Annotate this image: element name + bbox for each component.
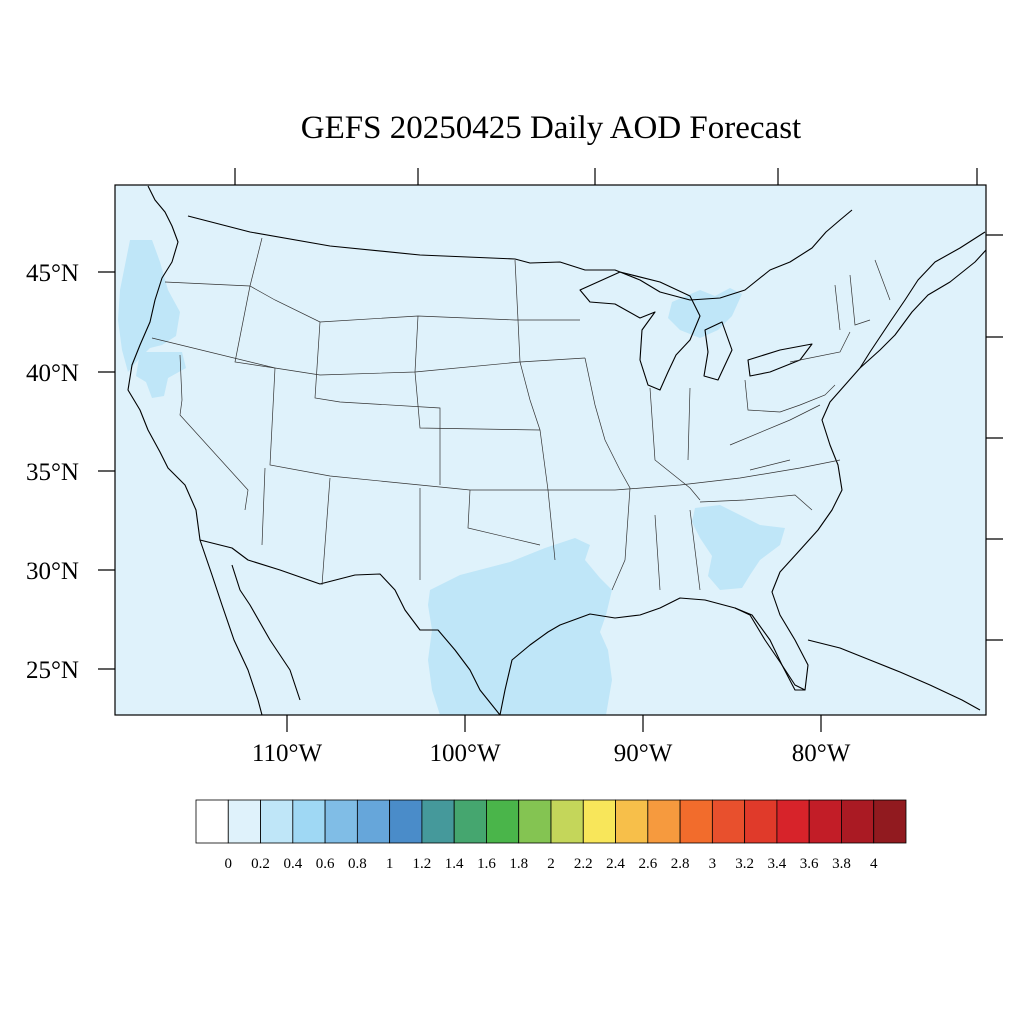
colorbar-swatch (873, 799, 907, 844)
map-title: GEFS 20250425 Daily AOD Forecast (300, 110, 802, 146)
colorbar-label: 1.6 (477, 856, 496, 872)
florida (734, 607, 805, 691)
colorbar-label: 3.8 (832, 856, 851, 872)
lat-label: 45°N (26, 260, 79, 287)
colorbar-label: 1.8 (509, 856, 528, 872)
colorbar-swatch (324, 799, 358, 844)
colorbar-swatch (550, 799, 584, 844)
plume-pacific-northwest (118, 240, 180, 372)
state-boundaries (151, 237, 891, 591)
colorbar-swatch (744, 799, 778, 844)
lat-label: 25°N (26, 657, 79, 684)
colorbar-swatch (808, 799, 842, 844)
colorbar-labels: 0 0.2 0.4 0.6 0.8 1 1.2 1.4 1.6 1.8 2 2.2 2.4 2.6 2.8 3… (225, 856, 878, 872)
colorbar-label: 3.6 (800, 856, 819, 872)
colorbar-swatch (647, 799, 681, 844)
colorbar-swatch (421, 799, 455, 844)
maine-coast (859, 249, 986, 369)
top-ticks (234, 168, 978, 185)
colorbar-swatch (292, 799, 326, 844)
colorbar-swatch (486, 799, 520, 844)
lat-label: 35°N (26, 459, 79, 486)
plume-south-texas (428, 538, 612, 715)
colorbar-swatch (841, 799, 875, 844)
colorbar-label: 2 (547, 856, 555, 872)
colorbar (195, 799, 907, 844)
lat-label: 30°N (26, 558, 79, 585)
colorbar-swatch (227, 799, 261, 844)
colorbar-swatch (679, 799, 713, 844)
colorbar-swatch (389, 799, 423, 844)
colorbar-label: 0.8 (348, 856, 367, 872)
left-ticks (98, 271, 115, 670)
colorbar-label: 1.2 (413, 856, 432, 872)
colorbar-label: 0.2 (251, 856, 270, 872)
colorbar-label: 2.6 (638, 856, 657, 872)
colorbar-label: 3.4 (768, 856, 787, 872)
colorbar-swatch (776, 799, 810, 844)
us-outline (127, 185, 986, 715)
colorbar-swatch (615, 799, 649, 844)
colorbar-swatch (453, 799, 487, 844)
lon-label: 80°W (792, 740, 851, 767)
cuba (807, 639, 981, 711)
colorbar-swatch (518, 799, 552, 844)
lon-label: 90°W (614, 740, 673, 767)
colorbar-label: 2.4 (606, 856, 625, 872)
colorbar-label: 1.4 (445, 856, 464, 872)
bottom-ticks (286, 715, 822, 732)
plume-northern-california (136, 352, 186, 398)
colorbar-label: 2.2 (574, 856, 593, 872)
colorbar-swatch (260, 799, 294, 844)
baja-california (199, 539, 301, 715)
colorbar-swatch (582, 799, 616, 844)
colorbar-label: 1 (386, 856, 394, 872)
colorbar-label: 0.4 (283, 856, 302, 872)
canada-border (187, 209, 853, 301)
lon-label: 110°W (252, 740, 323, 767)
colorbar-label: 0 (225, 856, 233, 872)
colorbar-label: 3.2 (735, 856, 754, 872)
colorbar-label: 0.6 (316, 856, 335, 872)
colorbar-swatch (195, 799, 229, 844)
lat-label: 40°N (26, 360, 79, 387)
colorbar-swatch (711, 799, 746, 844)
colorbar-label: 3 (709, 856, 717, 872)
plume-layer (118, 240, 785, 715)
right-ticks (986, 234, 1003, 641)
lon-labels: 110°W 100°W 90°W 80°W (252, 740, 851, 767)
map-frame (114, 184, 987, 716)
colorbar-swatch (356, 799, 391, 844)
lat-labels: 45°N 40°N 35°N 30°N 25°N (26, 260, 79, 684)
lon-label: 100°W (429, 740, 500, 767)
colorbar-label: 4 (870, 856, 878, 872)
colorbar-label: 2.8 (671, 856, 690, 872)
plume-lake-michigan (668, 288, 742, 338)
plume-georgia (692, 505, 785, 590)
